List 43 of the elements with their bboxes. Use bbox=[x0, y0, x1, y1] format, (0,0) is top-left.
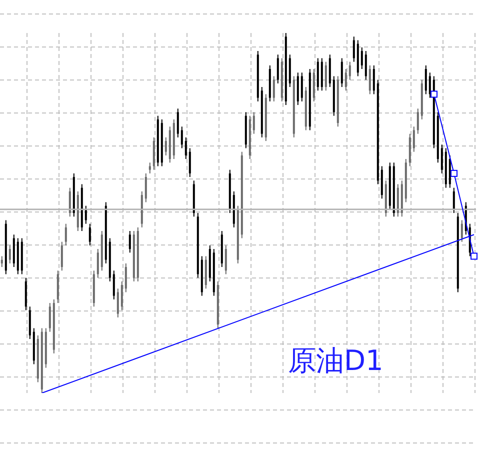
candlestick bbox=[364, 50, 367, 80]
candlestick bbox=[148, 162, 151, 174]
candlestick bbox=[252, 112, 255, 134]
candlestick bbox=[416, 108, 419, 134]
candlestick bbox=[300, 72, 303, 102]
candlestick bbox=[368, 64, 371, 95]
candlestick bbox=[188, 148, 191, 178]
candlestick bbox=[428, 72, 431, 98]
candlestick bbox=[164, 136, 167, 156]
candlestick bbox=[272, 76, 275, 102]
candlestick bbox=[176, 108, 179, 138]
candlestick bbox=[452, 187, 455, 214]
candlestick bbox=[84, 205, 87, 224]
candlestick bbox=[224, 244, 227, 275]
candlestick bbox=[184, 136, 187, 160]
candlestick bbox=[112, 270, 115, 300]
candlestick bbox=[412, 126, 415, 152]
candlestick bbox=[0, 256, 3, 268]
candlestick bbox=[352, 36, 355, 62]
candlestick bbox=[348, 61, 351, 80]
candlestick bbox=[344, 68, 347, 92]
candlestick bbox=[360, 46, 363, 70]
candlestick bbox=[460, 220, 463, 242]
candlestick bbox=[116, 288, 119, 318]
candlestick bbox=[124, 262, 127, 293]
candlestick bbox=[96, 248, 99, 278]
candlestick bbox=[48, 302, 51, 332]
annotation: 原油D1 bbox=[288, 343, 384, 379]
candlestick bbox=[64, 223, 67, 246]
candlestick bbox=[340, 58, 343, 88]
candlestick bbox=[424, 64, 427, 95]
candlestick bbox=[88, 223, 91, 246]
candlestick bbox=[68, 187, 71, 218]
candlestick bbox=[60, 241, 63, 272]
candlestick bbox=[8, 244, 11, 264]
candlestick bbox=[180, 126, 183, 149]
candlestick bbox=[120, 280, 123, 311]
candlestick bbox=[128, 230, 131, 254]
candlestick bbox=[440, 144, 443, 174]
candlestick bbox=[144, 172, 147, 203]
candlestick bbox=[324, 61, 327, 92]
candlestick bbox=[372, 64, 375, 95]
candlestick bbox=[276, 54, 279, 84]
